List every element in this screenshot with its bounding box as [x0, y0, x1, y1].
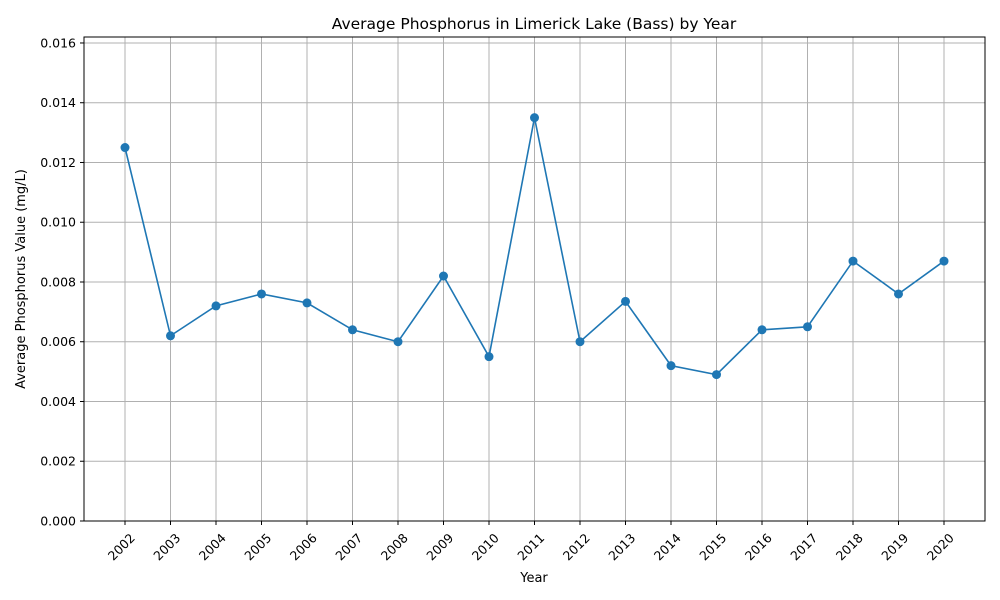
data-point — [757, 325, 767, 335]
data-point — [712, 370, 721, 380]
data-point — [348, 325, 357, 335]
data-point — [302, 298, 312, 308]
plot-frame — [83, 36, 986, 522]
y-tick-label: 0.006 — [40, 334, 76, 349]
data-point — [848, 256, 858, 266]
data-point — [803, 322, 812, 332]
data-point — [120, 143, 130, 153]
y-tick-label: 0.010 — [40, 215, 76, 230]
x-axis-label: Year — [519, 571, 548, 586]
data-point — [575, 337, 585, 347]
y-tick-label: 0.012 — [40, 155, 76, 170]
y-tick-label: 0.004 — [40, 394, 76, 409]
data-point — [211, 301, 221, 311]
data-point — [484, 352, 494, 362]
data-point — [439, 271, 448, 281]
series-layer — [120, 113, 949, 380]
chart-title: Average Phosphorus in Limerick Lake (Bas… — [332, 15, 737, 33]
data-point — [894, 289, 903, 299]
y-tick-label: 0.008 — [40, 274, 76, 289]
y-tick-label: 0.002 — [40, 454, 76, 469]
y-axis-label: Average Phosphorus Value (mg/L) — [14, 169, 29, 389]
data-point — [530, 113, 539, 123]
data-point — [393, 337, 403, 347]
y-tick-label: 0.014 — [40, 95, 76, 110]
grid-layer — [84, 37, 985, 522]
data-point — [939, 256, 949, 266]
y-tick-label: 0.016 — [40, 35, 76, 50]
data-point — [666, 361, 676, 371]
data-point — [257, 289, 266, 299]
data-point — [166, 331, 175, 341]
y-tick-label: 0.000 — [40, 514, 76, 529]
data-point — [621, 296, 630, 306]
